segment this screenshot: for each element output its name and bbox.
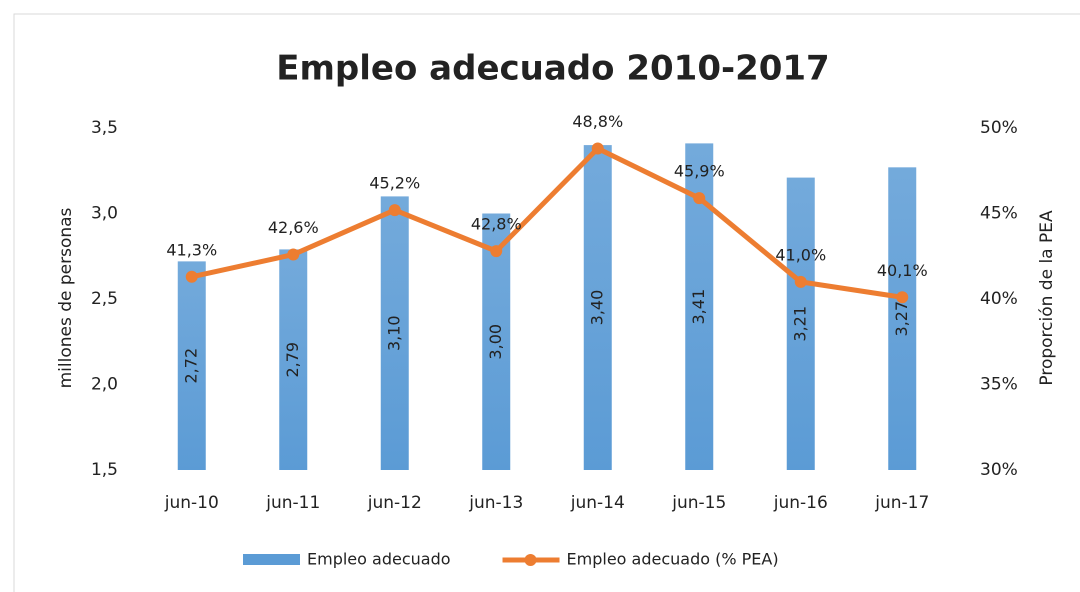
line [191,146,903,300]
x-tick-label: jun-13 [468,493,523,513]
legend-marker [524,554,537,566]
bar-value-label: 3,41 [689,289,708,325]
legend-swatch [243,554,300,565]
y-tick-label: 3,0 [91,204,118,224]
line-value-label: 48,8% [572,112,623,131]
line-value-label: 41,0% [775,245,826,264]
bar-value-label: 3,27 [892,301,911,337]
bar [786,177,815,470]
line-marker [185,270,198,283]
y-tick-label: 3,5 [91,118,118,138]
legend-label: Empleo adecuado (% PEA) [567,550,779,569]
chart-border [13,13,1080,592]
y-axis-label: millones de personas [56,207,76,388]
line-marker [388,204,401,217]
line-marker [896,291,909,304]
line-value-label: 45,9% [674,162,725,181]
chart-title: Empleo adecuado 2010-2017 [276,49,829,89]
line-marker [693,192,706,205]
y2-tick-label: 40% [980,289,1018,309]
x-tick-label: jun-16 [773,493,828,513]
line-value-label: 41,3% [166,240,217,259]
line-value-label: 42,8% [471,215,522,234]
line-value-label: 45,2% [369,174,420,193]
y2-tick-label: 45% [980,204,1018,224]
line-marker [490,245,503,258]
y2-axis-label: Proporción de la PEA [1037,210,1057,386]
x-tick-label: jun-12 [367,493,422,513]
bar-value-label: 3,40 [587,290,606,326]
y-tick-label: 2,5 [91,289,118,309]
bar-value-label: 3,00 [486,324,505,360]
bar [177,261,206,470]
bar-value-label: 2,72 [181,348,200,384]
bar-value-label: 3,10 [384,315,403,351]
line-value-label: 42,6% [268,218,319,237]
y-tick-label: 1,5 [91,460,118,480]
y2-tick-label: 30% [980,460,1018,480]
line-marker [591,142,604,155]
bar-value-label: 3,21 [790,306,809,342]
bar-value-label: 2,79 [283,342,302,378]
line-marker [287,248,300,261]
y-tick-label: 2,0 [91,375,118,395]
x-tick-label: jun-10 [164,493,219,513]
x-tick-label: jun-17 [874,493,929,513]
y2-tick-label: 35% [980,375,1018,395]
x-tick-label: jun-11 [265,493,320,513]
legend-label: Empleo adecuado [307,550,451,569]
bar [380,196,409,470]
y2-tick-label: 50% [980,118,1018,138]
bar [583,145,612,470]
line-marker [794,275,807,288]
bar [279,249,308,470]
line-value-label: 40,1% [877,261,928,280]
bar [888,167,917,470]
x-tick-label: jun-14 [570,493,625,513]
x-tick-label: jun-15 [671,493,726,513]
